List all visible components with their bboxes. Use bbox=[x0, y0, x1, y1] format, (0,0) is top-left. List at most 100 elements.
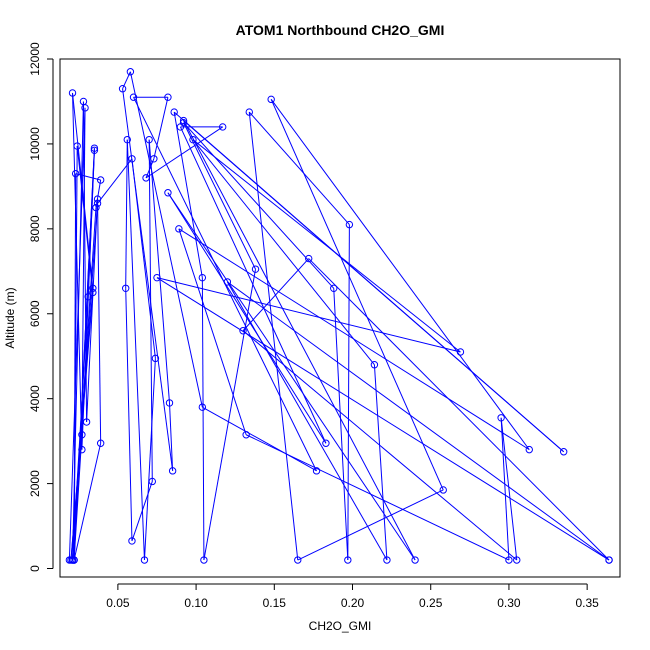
data-point bbox=[411, 556, 419, 564]
data-point bbox=[179, 116, 188, 125]
series-line-segment bbox=[148, 139, 170, 403]
series-line-segment bbox=[72, 92, 83, 450]
x-tick-label: 0.30 bbox=[497, 596, 521, 610]
data-point bbox=[73, 142, 81, 150]
y-axis: 0 2000 4000 6000 8000 10000 12000 bbox=[28, 42, 54, 572]
data-point bbox=[90, 144, 99, 152]
data-point bbox=[439, 486, 447, 494]
data-point bbox=[118, 85, 127, 93]
series-line-segment bbox=[201, 277, 205, 561]
y-tick-label: 8000 bbox=[28, 215, 42, 242]
data-point bbox=[148, 477, 156, 486]
series-line-segment bbox=[73, 173, 77, 561]
data-point bbox=[559, 448, 568, 456]
series-line-segment bbox=[95, 179, 102, 208]
x-tick-label: 0.05 bbox=[106, 596, 130, 610]
series-line-segment bbox=[248, 112, 299, 561]
data-point bbox=[121, 284, 130, 292]
data-point bbox=[513, 556, 521, 564]
data-point bbox=[370, 361, 379, 369]
series-line-segment bbox=[125, 288, 133, 541]
series-line-segment bbox=[242, 258, 310, 332]
series-line-segment bbox=[126, 139, 145, 561]
series-line-segment bbox=[145, 126, 223, 179]
series-line-segment bbox=[500, 417, 510, 561]
data-point bbox=[79, 97, 88, 106]
data-point bbox=[150, 155, 158, 163]
x-tick-label: 0.10 bbox=[184, 596, 208, 610]
series-line-segment bbox=[183, 120, 416, 561]
data-point bbox=[223, 278, 232, 286]
data-point bbox=[164, 93, 172, 101]
data-point bbox=[200, 556, 208, 564]
series-points bbox=[65, 68, 613, 564]
data-point bbox=[497, 414, 505, 422]
data-point bbox=[170, 108, 178, 116]
data-point bbox=[239, 327, 247, 335]
series-line-segment bbox=[72, 203, 99, 561]
series-line-segment bbox=[270, 99, 530, 450]
data-point bbox=[165, 399, 174, 407]
data-point bbox=[330, 284, 338, 292]
data-point bbox=[93, 199, 102, 208]
series-lines bbox=[68, 71, 610, 561]
data-point bbox=[153, 273, 161, 282]
data-point bbox=[126, 68, 135, 76]
series-line-segment bbox=[227, 281, 610, 561]
data-point bbox=[344, 556, 352, 564]
series-line-segment bbox=[248, 111, 350, 225]
x-axis-label: CH2O_GMI bbox=[309, 619, 372, 633]
data-point bbox=[251, 265, 260, 273]
chart-title: ATOM1 Northbound CH2O_GMI bbox=[236, 22, 445, 38]
data-point bbox=[505, 556, 513, 564]
series-line-segment bbox=[192, 139, 375, 366]
series-line-segment bbox=[347, 224, 350, 561]
data-point bbox=[267, 95, 275, 104]
series-line-segment bbox=[156, 277, 610, 561]
series-line-segment bbox=[167, 192, 416, 561]
data-point bbox=[175, 225, 183, 233]
series-line-segment bbox=[97, 199, 102, 444]
data-point bbox=[90, 146, 99, 154]
series-line-segment bbox=[168, 402, 174, 471]
data-point bbox=[179, 118, 188, 127]
y-tick-label: 6000 bbox=[28, 300, 42, 327]
series-line-segment bbox=[143, 358, 156, 561]
data-point bbox=[129, 93, 138, 101]
series-line-segment bbox=[173, 111, 565, 453]
data-point bbox=[164, 189, 172, 197]
data-point bbox=[89, 284, 97, 292]
x-tick-label: 0.20 bbox=[341, 596, 365, 610]
series-line-segment bbox=[192, 139, 461, 353]
series-line-segment bbox=[373, 364, 388, 561]
data-point bbox=[245, 108, 253, 116]
series-line-segment bbox=[173, 111, 203, 278]
data-point bbox=[145, 135, 153, 144]
series-line-segment bbox=[68, 107, 86, 561]
data-point bbox=[84, 293, 92, 301]
data-point bbox=[383, 556, 391, 564]
y-tick-label: 2000 bbox=[28, 470, 42, 497]
data-point bbox=[123, 135, 131, 144]
series-line-segment bbox=[125, 139, 128, 289]
data-point bbox=[93, 195, 102, 203]
data-point bbox=[96, 439, 105, 447]
series-line-segment bbox=[226, 281, 388, 561]
y-tick-label: 12000 bbox=[28, 42, 42, 76]
data-point bbox=[89, 288, 97, 297]
data-point bbox=[71, 169, 80, 178]
series-line-segment bbox=[270, 99, 444, 491]
series-line-segment bbox=[129, 71, 203, 408]
series-line-segment bbox=[148, 139, 153, 482]
data-point bbox=[78, 445, 86, 454]
series-line-segment bbox=[153, 97, 169, 159]
series-line-segment bbox=[500, 417, 518, 561]
data-point bbox=[605, 556, 613, 564]
data-point bbox=[82, 418, 91, 426]
data-point bbox=[96, 176, 105, 184]
data-point bbox=[128, 537, 136, 545]
data-point bbox=[345, 220, 354, 229]
data-point bbox=[78, 431, 86, 439]
data-point bbox=[151, 354, 160, 363]
